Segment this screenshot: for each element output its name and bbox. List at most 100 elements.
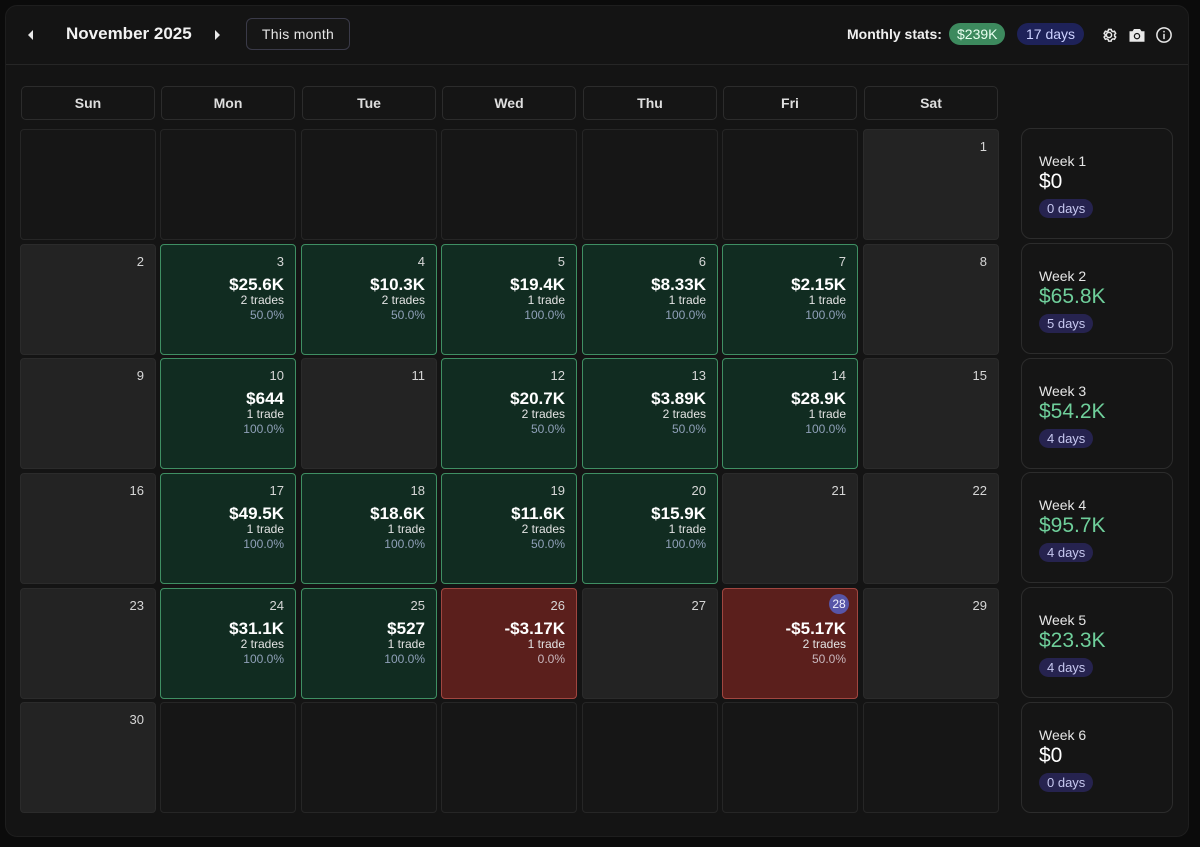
day-number: 2 xyxy=(136,254,144,269)
day-trade-count: 2 trades xyxy=(521,522,565,536)
day-cell-13[interactable]: 13 $3.89K 2 trades 50.0% xyxy=(582,358,718,469)
next-month-button[interactable] xyxy=(207,25,227,45)
info-icon xyxy=(1156,27,1172,43)
day-trade-count: 2 trades xyxy=(662,407,706,421)
day-cell-20[interactable]: 20 $15.9K 1 trade 100.0% xyxy=(582,473,718,584)
this-month-button[interactable]: This month xyxy=(246,18,350,50)
day-cell-25[interactable]: 25 $527 1 trade 100.0% xyxy=(301,588,437,699)
day-number: 11 xyxy=(411,368,426,383)
week-pnl: $0 xyxy=(1039,170,1063,193)
day-cell-15[interactable]: 15 xyxy=(863,358,999,469)
day-win-rate: 100.0% xyxy=(665,308,706,322)
day-trade-count: 2 trades xyxy=(521,407,565,421)
day-win-rate: 100.0% xyxy=(384,537,425,551)
gear-icon xyxy=(1103,28,1117,42)
day-win-rate: 100.0% xyxy=(243,652,284,666)
day-cell-27[interactable]: 27 xyxy=(582,588,718,699)
day-cell-28[interactable]: 28 -$5.17K 2 trades 50.0% xyxy=(722,588,858,699)
day-pnl: -$3.17K xyxy=(504,619,565,638)
weekday-header-sun: Sun xyxy=(21,86,155,120)
settings-button[interactable] xyxy=(1099,25,1119,45)
day-number: 24 xyxy=(269,598,284,613)
day-cell-10[interactable]: 10 $644 1 trade 100.0% xyxy=(160,358,296,469)
week-pnl: $54.2K xyxy=(1039,400,1106,423)
day-pnl: $28.9K xyxy=(791,389,846,408)
day-number: 9 xyxy=(136,368,144,383)
screenshot-button[interactable] xyxy=(1127,25,1147,45)
day-cell-4[interactable]: 4 $10.3K 2 trades 50.0% xyxy=(301,244,437,355)
week-summary-5[interactable]: Week 5 $23.3K 4 days xyxy=(1021,587,1173,698)
empty-day-cell xyxy=(863,702,999,813)
day-cell-1[interactable]: 1 xyxy=(863,129,999,240)
monthly-stats-label: Monthly stats: xyxy=(847,26,942,42)
day-cell-8[interactable]: 8 xyxy=(863,244,999,355)
empty-day-cell xyxy=(301,129,437,240)
day-cell-29[interactable]: 29 xyxy=(863,588,999,699)
calendar-panel: November 2025 This month Monthly stats: … xyxy=(5,5,1189,837)
week-label: Week 2 xyxy=(1039,268,1087,284)
day-cell-30[interactable]: 30 xyxy=(20,702,156,813)
week-label: Week 1 xyxy=(1039,153,1087,169)
day-win-rate: 50.0% xyxy=(811,652,846,666)
day-cell-18[interactable]: 18 $18.6K 1 trade 100.0% xyxy=(301,473,437,584)
weekday-header-fri: Fri xyxy=(723,86,857,120)
day-number: 1 xyxy=(979,139,987,154)
day-win-rate: 100.0% xyxy=(384,652,425,666)
day-cell-16[interactable]: 16 xyxy=(20,473,156,584)
month-title: November 2025 xyxy=(66,24,192,43)
day-cell-11[interactable]: 11 xyxy=(301,358,437,469)
week-label: Week 5 xyxy=(1039,612,1087,628)
chevron-right-icon xyxy=(215,30,220,40)
day-cell-2[interactable]: 2 xyxy=(20,244,156,355)
week-pnl: $0 xyxy=(1039,744,1063,767)
day-pnl: $20.7K xyxy=(510,389,565,408)
day-cell-21[interactable]: 21 xyxy=(722,473,858,584)
day-trade-count: 1 trade xyxy=(527,637,565,651)
day-number: 4 xyxy=(417,254,425,269)
empty-day-cell xyxy=(441,129,577,240)
day-win-rate: 50.0% xyxy=(530,537,565,551)
day-number: 5 xyxy=(557,254,565,269)
day-trade-count: 1 trade xyxy=(246,522,284,536)
day-cell-14[interactable]: 14 $28.9K 1 trade 100.0% xyxy=(722,358,858,469)
camera-icon xyxy=(1129,29,1145,42)
week-summary-3[interactable]: Week 3 $54.2K 4 days xyxy=(1021,358,1173,469)
weekday-header-mon: Mon xyxy=(161,86,295,120)
day-cell-22[interactable]: 22 xyxy=(863,473,999,584)
day-number: 26 xyxy=(550,598,565,613)
monthly-days-badge: 17 days xyxy=(1017,23,1085,45)
info-button[interactable] xyxy=(1154,25,1174,45)
day-number: 3 xyxy=(276,254,284,269)
week-pnl: $65.8K xyxy=(1039,285,1106,308)
week-summary-6[interactable]: Week 6 $0 0 days xyxy=(1021,702,1173,813)
day-win-rate: 100.0% xyxy=(665,537,706,551)
day-cell-9[interactable]: 9 xyxy=(20,358,156,469)
prev-month-button[interactable] xyxy=(21,25,41,45)
day-win-rate: 100.0% xyxy=(243,537,284,551)
day-cell-7[interactable]: 7 $2.15K 1 trade 100.0% xyxy=(722,244,858,355)
day-pnl: $19.4K xyxy=(510,275,565,294)
day-cell-24[interactable]: 24 $31.1K 2 trades 100.0% xyxy=(160,588,296,699)
week-pnl: $95.7K xyxy=(1039,514,1106,537)
week-summary-1[interactable]: Week 1 $0 0 days xyxy=(1021,128,1173,239)
day-cell-19[interactable]: 19 $11.6K 2 trades 50.0% xyxy=(441,473,577,584)
day-cell-23[interactable]: 23 xyxy=(20,588,156,699)
week-days-badge: 4 days xyxy=(1039,658,1094,677)
day-cell-5[interactable]: 5 $19.4K 1 trade 100.0% xyxy=(441,244,577,355)
week-summary-4[interactable]: Week 4 $95.7K 4 days xyxy=(1021,472,1173,583)
day-trade-count: 2 trades xyxy=(381,293,425,307)
day-trade-count: 1 trade xyxy=(668,522,706,536)
week-summary-2[interactable]: Week 2 $65.8K 5 days xyxy=(1021,243,1173,354)
day-cell-3[interactable]: 3 $25.6K 2 trades 50.0% xyxy=(160,244,296,355)
day-win-rate: 50.0% xyxy=(671,422,706,436)
day-cell-12[interactable]: 12 $20.7K 2 trades 50.0% xyxy=(441,358,577,469)
day-trade-count: 1 trade xyxy=(668,293,706,307)
week-label: Week 3 xyxy=(1039,383,1087,399)
day-pnl: $3.89K xyxy=(651,389,706,408)
day-number: 27 xyxy=(691,598,706,613)
day-cell-26[interactable]: 26 -$3.17K 1 trade 0.0% xyxy=(441,588,577,699)
day-trade-count: 2 trades xyxy=(802,637,846,651)
week-days-badge: 4 days xyxy=(1039,543,1094,562)
day-cell-17[interactable]: 17 $49.5K 1 trade 100.0% xyxy=(160,473,296,584)
day-cell-6[interactable]: 6 $8.33K 1 trade 100.0% xyxy=(582,244,718,355)
